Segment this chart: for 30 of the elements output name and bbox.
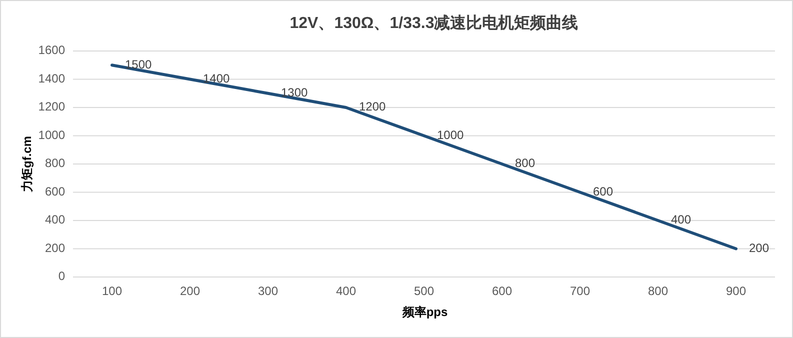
x-tick-label: 600 — [492, 284, 512, 298]
data-label: 600 — [593, 184, 614, 198]
y-tick-label: 800 — [44, 156, 66, 170]
y-tick-label: 1400 — [38, 71, 66, 86]
x-tick-label: 800 — [648, 284, 668, 298]
x-tick-label: 300 — [258, 284, 278, 298]
x-axis-title: 频率pps — [401, 305, 448, 320]
y-tick-label: 1200 — [38, 100, 66, 114]
y-tick-label: 0 — [58, 269, 66, 284]
data-label: 1500 — [125, 57, 152, 72]
y-tick-label: 1000 — [38, 128, 66, 142]
y-axis-title: 力矩gf.cm — [20, 136, 34, 194]
data-label: 1000 — [437, 128, 464, 142]
data-label: 1400 — [203, 71, 230, 86]
y-tick-label: 600 — [44, 184, 66, 198]
data-label: 400 — [671, 212, 692, 227]
x-tick-label: 700 — [570, 284, 590, 298]
x-tick-label: 400 — [336, 284, 356, 298]
x-tick-label: 200 — [180, 284, 200, 298]
y-tick-label: 400 — [44, 212, 66, 227]
y-tick-label: 200 — [44, 240, 66, 255]
data-label: 200 — [749, 240, 770, 255]
chart-title: 12V、130Ω、1/33.3减速比电机矩频曲线 — [290, 14, 578, 32]
data-label: 1200 — [359, 100, 386, 114]
y-tick-label: 1600 — [38, 43, 66, 58]
x-tick-label: 100 — [102, 284, 122, 298]
data-label: 1300 — [281, 86, 308, 100]
x-tick-label: 500 — [414, 284, 434, 298]
x-tick-label: 900 — [726, 284, 746, 298]
data-label: 800 — [515, 156, 536, 170]
